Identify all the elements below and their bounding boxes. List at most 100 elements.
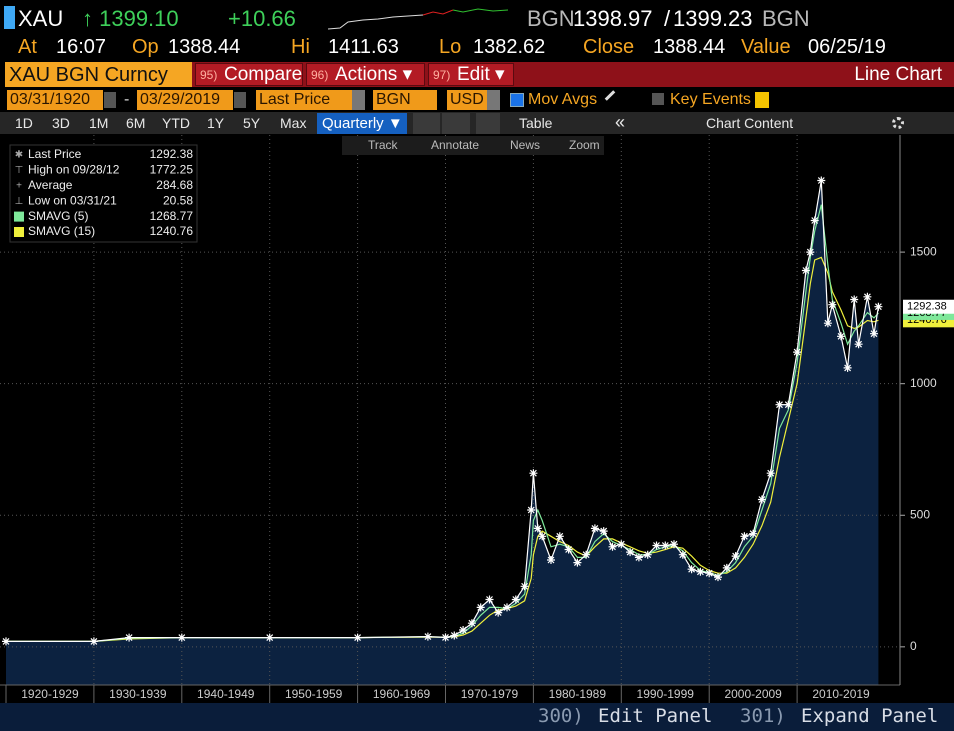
last-value-label: 1292.38 (907, 301, 947, 313)
period-button[interactable]: 1M (89, 115, 109, 131)
source-select[interactable]: BGN (373, 90, 437, 110)
last-price: ↑ 1399.10 (82, 6, 179, 31)
price-marker (617, 540, 626, 549)
menu-item[interactable]: 96) Actions ▾ (306, 63, 425, 86)
price-marker (573, 558, 582, 567)
price-marker (670, 540, 678, 549)
price-marker (843, 363, 852, 372)
x-tick-label: 1970-1979 (461, 687, 519, 701)
bar-icon[interactable] (442, 113, 470, 134)
quote-source: BGN (527, 6, 575, 31)
end-date[interactable]: 03/29/2019 (137, 90, 233, 110)
legend-label: High on 09/28/12 (28, 163, 120, 177)
price-marker (696, 567, 705, 576)
footer-bar (0, 703, 954, 731)
price-marker (485, 595, 494, 604)
currency-select[interactable]: USD (447, 90, 487, 110)
price-marker (441, 633, 450, 642)
legend-value: 1268.77 (150, 209, 194, 223)
quote-label: Hi (291, 36, 310, 58)
price-marker (678, 550, 687, 559)
line-icon[interactable] (413, 113, 440, 134)
mov-avgs[interactable]: Mov Avgs (528, 91, 598, 108)
period-button[interactable]: 1D (15, 115, 33, 131)
price-marker (793, 348, 802, 357)
footer-label[interactable]: Expand Panel (801, 705, 939, 727)
period-button[interactable]: 6M (126, 115, 146, 131)
price-marker (608, 542, 617, 551)
security-box[interactable]: XAU BGN Curncy (5, 62, 192, 87)
legend-icon: ✱ (15, 150, 23, 161)
period-button[interactable]: YTD (162, 115, 190, 131)
dropdown-icon[interactable] (352, 90, 365, 110)
quote-label: At (18, 36, 37, 58)
calendar-icon[interactable] (104, 92, 116, 108)
footer-number: 301) (740, 705, 786, 727)
settings-icon[interactable] (892, 117, 904, 129)
footer-number: 300) (538, 705, 584, 727)
y-tick-label: 500 (910, 507, 930, 521)
legend-box (9, 144, 198, 243)
price-marker (582, 550, 591, 559)
chart-content[interactable]: Chart Content (706, 115, 794, 131)
quote-value: 06/25/19 (808, 36, 886, 58)
quote-value: 1388.44 (653, 36, 726, 58)
price-marker (705, 569, 714, 578)
period-button[interactable]: 3D (52, 115, 70, 131)
tool-button[interactable]: Track (368, 138, 398, 152)
collapse-button[interactable]: « (615, 112, 626, 132)
price-marker (353, 633, 362, 642)
legend-label: SMAVG (5) (28, 209, 88, 223)
legend-value: 1292.38 (150, 147, 194, 161)
quote-label: Op (132, 36, 159, 58)
dropdown-icon[interactable] (487, 90, 500, 110)
chart-tools (342, 136, 604, 155)
legend-label: Average (28, 178, 73, 192)
price-marker (476, 603, 485, 612)
key-events[interactable]: Key Events (670, 91, 751, 108)
legend: ✱ Last Price 1292.38 ⊤ High on 09/28/12 1772.… (9, 144, 198, 243)
info-icon[interactable] (755, 92, 769, 108)
price-marker (511, 595, 520, 604)
field-select[interactable]: Last Price (256, 90, 352, 110)
period-button[interactable]: Max (280, 115, 307, 131)
legend-label: SMAVG (15) (28, 224, 95, 238)
period-button[interactable]: 5Y (243, 115, 261, 131)
price-marker (722, 563, 731, 572)
price-marker (661, 541, 670, 550)
price-marker (687, 565, 696, 574)
chart-type[interactable]: Line Chart (854, 64, 942, 85)
menu-item[interactable]: 95) Compare (195, 63, 303, 86)
price-marker (817, 176, 826, 185)
footer-label[interactable]: Edit Panel (598, 705, 713, 727)
tool-button[interactable]: Annotate (431, 138, 480, 152)
price-marker (806, 248, 815, 257)
menu-item[interactable]: 97) Edit ▾ (428, 63, 514, 86)
price-marker (784, 400, 793, 409)
price-marker (125, 633, 134, 642)
x-tick-label: 1960-1969 (373, 687, 431, 701)
price-marker (265, 633, 274, 642)
net-change: +10.66 (228, 6, 296, 31)
quote-label: Value (741, 36, 791, 58)
x-tick-label: 1920-1929 (21, 687, 79, 701)
price-marker (459, 626, 468, 634)
x-tick-label: 2010-2019 (812, 687, 870, 701)
calendar-icon[interactable] (234, 92, 246, 108)
start-date[interactable]: 03/31/1920 (7, 90, 103, 110)
tool-button[interactable]: News (510, 138, 541, 152)
table-button[interactable]: Table (519, 115, 553, 131)
ticker: XAU (18, 6, 64, 31)
more-icon[interactable] (476, 113, 500, 134)
checkbox-checked[interactable] (510, 93, 524, 107)
period-button[interactable]: 1Y (207, 115, 225, 131)
menu-number: 96) (311, 68, 329, 82)
checkbox[interactable] (652, 93, 664, 105)
price-marker (533, 524, 542, 533)
x-tick-label: 1930-1939 (109, 687, 167, 701)
price-marker (828, 300, 837, 309)
x-tick-label: 1940-1949 (197, 687, 255, 701)
frequency-select[interactable]: Quarterly ▼ (317, 113, 407, 134)
tool-button[interactable]: Zoom (569, 138, 600, 152)
